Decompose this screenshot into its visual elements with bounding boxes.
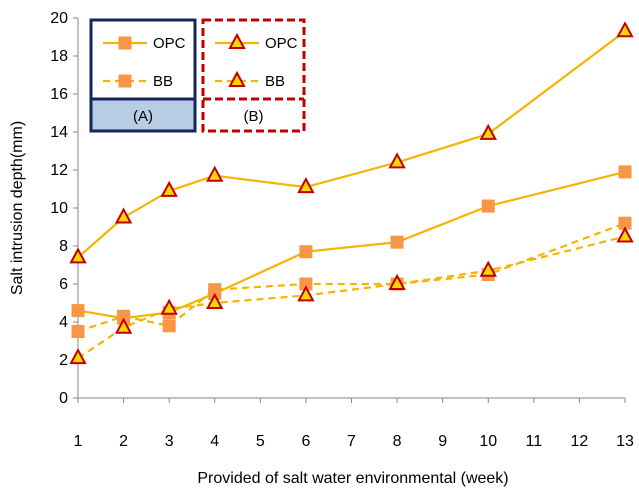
data-point <box>481 199 495 213</box>
x-tick-label: 1 <box>74 433 83 450</box>
data-point <box>616 226 634 243</box>
y-tick-label: 8 <box>59 238 68 255</box>
y-tick-label: 6 <box>59 276 68 293</box>
data-point <box>390 235 404 249</box>
series-markers-b-bb <box>69 226 634 365</box>
y-tick-label: 4 <box>59 314 68 331</box>
x-tick-label: 2 <box>119 433 128 450</box>
x-tick-label: 4 <box>210 433 219 450</box>
data-point <box>162 319 176 333</box>
y-axis-title: Salt intrusion depth(mm) <box>9 121 26 295</box>
data-point <box>297 285 315 302</box>
y-tick-label: 18 <box>50 48 68 65</box>
legend-label: OPC <box>153 35 186 52</box>
series-layer <box>69 21 634 365</box>
x-tick-label: 5 <box>256 433 265 450</box>
legend: OPC BB OPC BB (A) (B) <box>89 18 306 133</box>
series-a-bb <box>77 222 626 333</box>
legend-marker <box>118 36 132 50</box>
y-tick-label: 12 <box>50 162 68 179</box>
y-tick-label: 16 <box>50 86 68 103</box>
x-tick-label: 13 <box>616 433 634 450</box>
x-tick-label: 12 <box>571 433 589 450</box>
x-tick-label: 10 <box>479 433 497 450</box>
series-line <box>77 30 626 259</box>
y-tick-label: 2 <box>59 352 68 369</box>
legend-entry-a-bb: BB <box>103 73 173 90</box>
data-point <box>616 21 634 38</box>
data-point <box>299 245 313 259</box>
series-b-opc <box>77 30 626 259</box>
data-point <box>388 152 406 169</box>
series-markers-a-opc <box>71 165 632 325</box>
x-tick-label: 7 <box>347 433 356 450</box>
data-point <box>388 273 406 290</box>
data-point <box>297 176 315 194</box>
y-tick-label: 0 <box>59 390 68 407</box>
y-tick-label: 20 <box>50 10 68 27</box>
x-tick-label: 9 <box>438 433 447 450</box>
legend-entry-b-bb: BB <box>215 70 285 90</box>
series-line <box>77 235 626 360</box>
legend-box-b <box>201 18 306 133</box>
series-line <box>77 222 626 333</box>
x-tick-label: 8 <box>393 433 402 450</box>
data-point <box>160 180 178 197</box>
legend-marker <box>228 70 246 87</box>
data-point <box>479 123 497 140</box>
data-point <box>71 304 85 318</box>
x-axis-title: Provided of salt water environmental (we… <box>197 470 508 487</box>
legend-group-b-label: (B) <box>244 108 264 125</box>
legend-label: BB <box>153 73 173 90</box>
data-point <box>206 292 224 309</box>
legend-group-a-label: (A) <box>133 108 153 125</box>
data-point <box>69 347 87 365</box>
legend-a-band <box>92 99 194 130</box>
data-point <box>114 207 133 224</box>
data-point <box>618 165 632 179</box>
x-tick-label: 6 <box>301 433 310 450</box>
series-markers-a-bb <box>71 216 632 338</box>
series-line <box>77 170 626 320</box>
x-tick-label: 11 <box>526 433 543 450</box>
series-a-opc <box>77 170 626 320</box>
legend-label: BB <box>265 73 285 90</box>
series-b-bb <box>77 235 626 360</box>
data-point <box>69 247 87 264</box>
data-point <box>479 260 497 277</box>
y-tick-label: 10 <box>50 200 68 217</box>
data-point <box>114 317 133 334</box>
series-markers-b-opc <box>69 21 634 264</box>
data-point <box>206 165 224 182</box>
y-tick-label: 14 <box>50 124 68 141</box>
data-point <box>160 298 178 315</box>
legend-entry-a-opc: OPC <box>103 35 186 52</box>
legend-marker <box>228 32 246 49</box>
legend-marker <box>118 74 132 88</box>
x-tick-label: 3 <box>165 433 174 450</box>
legend-label: OPC <box>265 35 298 52</box>
legend-entry-b-opc: OPC <box>215 32 298 52</box>
data-point <box>71 325 85 338</box>
